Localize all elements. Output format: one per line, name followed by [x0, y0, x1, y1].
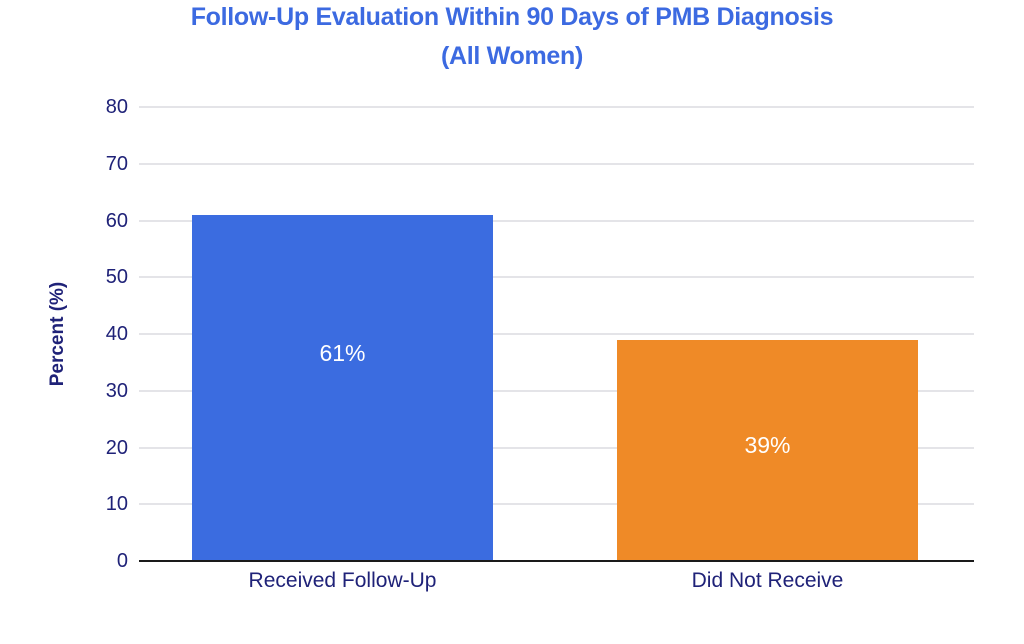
y-tick-label: 60	[105, 209, 128, 232]
gridline	[139, 446, 974, 449]
gridline	[139, 106, 974, 108]
y-tick-label: 10	[105, 493, 128, 516]
bar-did-not-receive: 39%	[617, 339, 918, 561]
y-tick-label: 0	[116, 550, 128, 572]
gridline	[139, 219, 974, 222]
bar-received-follow-up: 61%	[192, 214, 493, 561]
bar-value-label: 61%	[319, 340, 366, 367]
x-axis-line	[139, 560, 974, 562]
x-category-label-did-not-receive: Did Not Receive	[691, 569, 844, 592]
y-tick-label: 20	[105, 436, 128, 459]
plot-area: 0 10 20 30 40 50 60 70 80 61% 39% Received Follow…	[106, 96, 974, 592]
y-tick-label: 50	[105, 266, 128, 289]
chart-title: Follow-Up Evaluation Within 90 Days of P…	[190, 3, 834, 31]
y-tick-label: 80	[105, 96, 128, 118]
gridline	[139, 503, 974, 506]
chart-subtitle: (All Women)	[440, 42, 584, 70]
gridline	[139, 389, 974, 392]
gridline	[139, 162, 974, 165]
bar-value-label: 39%	[744, 431, 791, 458]
gridline	[139, 333, 974, 335]
y-tick-label: 70	[105, 152, 128, 175]
y-tick-label: 40	[105, 323, 128, 345]
x-category-label-received-follow-up: Received Follow-Up	[248, 569, 437, 592]
gridline	[139, 276, 974, 279]
y-tick-label: 30	[105, 379, 128, 402]
